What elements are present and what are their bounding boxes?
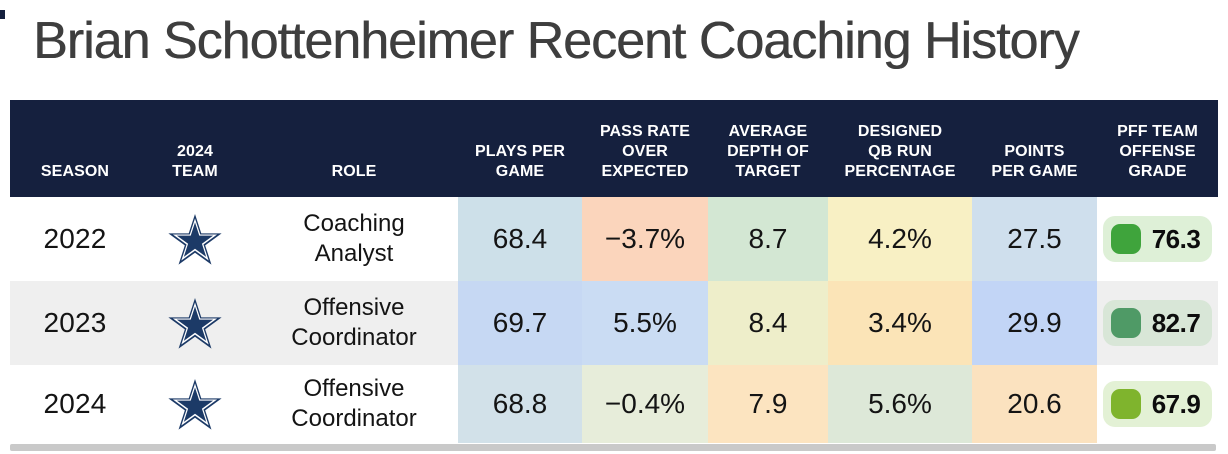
pass-rate-cell: 5.5% <box>582 281 708 365</box>
points-per-game-cell: 27.5 <box>972 197 1097 281</box>
column-header-season: SEASON <box>40 163 110 180</box>
column-header-role: ROLE <box>331 163 377 180</box>
plays-per-game-cell: 68.8 <box>458 365 582 443</box>
qb-run-cell: 4.2% <box>828 197 972 281</box>
edge-artifact <box>0 10 5 19</box>
grade-color-swatch <box>1110 308 1141 338</box>
coaching-history-table: SEASON 2024 TEAM ROLE PLAYS PER GAME PAS… <box>10 100 1218 443</box>
depth-of-target-cell: 8.7 <box>708 197 828 281</box>
season-value: 2022 <box>43 223 107 254</box>
grade-value: 82.7 <box>1151 307 1201 338</box>
grade-cell: 67.9 <box>1097 365 1218 443</box>
table-row: 2024 Offensive Coordinator 68.8 −0.4% 7.… <box>10 365 1218 443</box>
qb-run-cell: 5.6% <box>828 365 972 443</box>
depth-of-target-cell: 7.9 <box>708 365 828 443</box>
table-row: 2023 Offensive Coordinator 69.7 5.5% 8.4… <box>10 281 1218 365</box>
pff-grade-badge: 82.7 <box>1102 300 1213 346</box>
season-value: 2023 <box>43 307 107 338</box>
role-cell: Offensive Coordinator <box>250 365 458 443</box>
column-header-points-per-game: POINTS PER GAME <box>991 143 1078 180</box>
role-value: Offensive Coordinator <box>291 294 417 351</box>
grade-color-swatch <box>1110 224 1141 254</box>
team-cell <box>140 197 250 281</box>
team-cell <box>140 365 250 443</box>
grade-cell: 82.7 <box>1097 281 1218 365</box>
role-cell: Coaching Analyst <box>250 197 458 281</box>
role-value: Offensive Coordinator <box>291 375 417 432</box>
points-per-game-cell: 29.9 <box>972 281 1097 365</box>
table-header-row: SEASON 2024 TEAM ROLE PLAYS PER GAME PAS… <box>10 100 1218 197</box>
column-header-pff-team-offense-grade: PFF TEAM OFFENSE GRADE <box>1117 123 1198 180</box>
pass-rate-cell: −3.7% <box>582 197 708 281</box>
page-title: Brian Schottenheimer Recent Coaching His… <box>33 12 1080 70</box>
team-cell <box>140 281 250 365</box>
grade-cell: 76.3 <box>1097 197 1218 281</box>
column-header-pass-rate-over-expected: PASS RATE OVER EXPECTED <box>599 123 691 180</box>
grade-color-swatch <box>1110 389 1141 419</box>
pass-rate-cell: −0.4% <box>582 365 708 443</box>
column-header-designed-qb-run-percentage: DESIGNED QB RUN PERCENTAGE <box>844 123 956 180</box>
qb-run-cell: 3.4% <box>828 281 972 365</box>
grade-value: 67.9 <box>1151 388 1201 419</box>
depth-of-target-cell: 8.4 <box>708 281 828 365</box>
season-cell: 2022 <box>10 197 140 281</box>
grade-value: 76.3 <box>1151 223 1201 254</box>
cowboys-star-icon <box>168 213 222 265</box>
pff-grade-badge: 76.3 <box>1102 216 1213 262</box>
horizontal-scrollbar[interactable] <box>10 444 1216 451</box>
cowboys-star-icon <box>168 378 222 430</box>
column-header-team: 2024 TEAM <box>172 143 218 180</box>
role-cell: Offensive Coordinator <box>250 281 458 365</box>
plays-per-game-cell: 68.4 <box>458 197 582 281</box>
pff-grade-badge: 67.9 <box>1102 381 1213 427</box>
season-value: 2024 <box>43 388 107 419</box>
plays-per-game-cell: 69.7 <box>458 281 582 365</box>
column-header-average-depth-of-target: AVERAGE DEPTH OF TARGET <box>727 123 809 180</box>
table-row: 2022 Coaching Analyst 68.4 −3.7% 8.7 4.2… <box>10 197 1218 281</box>
points-per-game-cell: 20.6 <box>972 365 1097 443</box>
role-value: Coaching Analyst <box>303 210 405 267</box>
season-cell: 2024 <box>10 365 140 443</box>
column-header-plays-per-game: PLAYS PER GAME <box>474 143 566 180</box>
cowboys-star-icon <box>168 297 222 349</box>
season-cell: 2023 <box>10 281 140 365</box>
